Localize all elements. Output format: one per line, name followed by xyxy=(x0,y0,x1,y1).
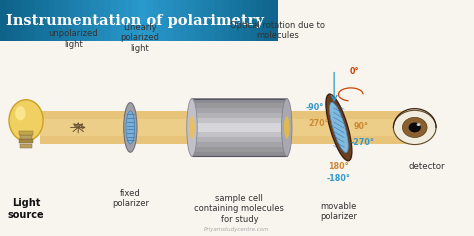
FancyBboxPatch shape xyxy=(180,0,188,41)
FancyBboxPatch shape xyxy=(7,0,15,41)
FancyBboxPatch shape xyxy=(69,0,77,41)
Ellipse shape xyxy=(126,111,135,144)
FancyBboxPatch shape xyxy=(76,0,84,41)
FancyBboxPatch shape xyxy=(42,0,49,41)
FancyBboxPatch shape xyxy=(97,0,105,41)
Bar xyxy=(192,122,287,127)
Ellipse shape xyxy=(9,100,43,141)
Text: fixed
polarizer: fixed polarizer xyxy=(112,189,149,208)
FancyBboxPatch shape xyxy=(222,0,230,41)
Bar xyxy=(40,111,410,144)
Ellipse shape xyxy=(187,99,197,156)
FancyBboxPatch shape xyxy=(166,0,174,41)
FancyBboxPatch shape xyxy=(201,0,209,41)
FancyBboxPatch shape xyxy=(264,0,271,41)
Ellipse shape xyxy=(282,99,292,156)
Ellipse shape xyxy=(124,103,137,152)
FancyBboxPatch shape xyxy=(236,0,244,41)
Bar xyxy=(192,108,287,113)
Ellipse shape xyxy=(15,106,26,120)
Bar xyxy=(192,137,287,142)
FancyBboxPatch shape xyxy=(243,0,250,41)
Ellipse shape xyxy=(329,102,348,152)
FancyBboxPatch shape xyxy=(159,0,167,41)
Text: movable
polarizer: movable polarizer xyxy=(320,202,357,221)
Text: 90°: 90° xyxy=(354,122,369,131)
FancyBboxPatch shape xyxy=(14,0,22,41)
FancyBboxPatch shape xyxy=(104,0,112,41)
Text: Optical rotation due to
molecules: Optical rotation due to molecules xyxy=(230,21,325,40)
FancyBboxPatch shape xyxy=(270,0,278,41)
FancyBboxPatch shape xyxy=(194,0,202,41)
Bar xyxy=(192,113,287,118)
Bar xyxy=(192,127,287,132)
FancyBboxPatch shape xyxy=(132,0,139,41)
FancyBboxPatch shape xyxy=(111,0,119,41)
FancyBboxPatch shape xyxy=(28,0,36,41)
FancyBboxPatch shape xyxy=(21,0,29,41)
Text: 0°: 0° xyxy=(350,67,359,76)
Bar xyxy=(192,99,287,156)
Text: detector: detector xyxy=(408,162,445,171)
Text: 180°: 180° xyxy=(328,162,349,171)
FancyBboxPatch shape xyxy=(208,0,216,41)
FancyBboxPatch shape xyxy=(0,0,8,41)
Text: Priyamstudycentre.com: Priyamstudycentre.com xyxy=(204,228,270,232)
Ellipse shape xyxy=(417,123,420,126)
FancyBboxPatch shape xyxy=(35,0,43,41)
FancyBboxPatch shape xyxy=(173,0,181,41)
Bar xyxy=(192,117,287,123)
FancyBboxPatch shape xyxy=(229,0,237,41)
Text: Instrumentation of polarimetry: Instrumentation of polarimetry xyxy=(6,14,264,28)
FancyBboxPatch shape xyxy=(215,0,223,41)
Text: -180°: -180° xyxy=(327,174,351,183)
FancyBboxPatch shape xyxy=(249,0,257,41)
Ellipse shape xyxy=(326,94,352,161)
FancyBboxPatch shape xyxy=(146,0,154,41)
Bar xyxy=(19,131,33,135)
FancyBboxPatch shape xyxy=(63,0,70,41)
Bar xyxy=(192,98,287,103)
Ellipse shape xyxy=(409,122,421,132)
Bar xyxy=(192,141,287,147)
Text: Light
source: Light source xyxy=(8,198,45,220)
Text: -90°: -90° xyxy=(306,103,324,112)
Text: unpolarized
light: unpolarized light xyxy=(49,29,98,49)
FancyBboxPatch shape xyxy=(83,0,91,41)
Bar xyxy=(192,132,287,137)
FancyBboxPatch shape xyxy=(48,0,56,41)
FancyBboxPatch shape xyxy=(138,0,146,41)
Bar xyxy=(19,139,33,143)
FancyBboxPatch shape xyxy=(125,0,133,41)
Bar xyxy=(20,135,32,139)
Ellipse shape xyxy=(393,110,436,144)
FancyBboxPatch shape xyxy=(187,0,195,41)
Bar xyxy=(192,151,287,156)
Text: sample cell
containing molecules
for study: sample cell containing molecules for stu… xyxy=(194,194,284,224)
Bar xyxy=(20,144,32,148)
Ellipse shape xyxy=(189,116,195,139)
Text: -270°: -270° xyxy=(351,138,374,147)
Bar xyxy=(192,146,287,152)
FancyBboxPatch shape xyxy=(118,0,126,41)
Bar xyxy=(40,119,410,136)
FancyBboxPatch shape xyxy=(55,0,64,41)
Bar xyxy=(192,103,287,108)
Ellipse shape xyxy=(284,116,290,139)
FancyBboxPatch shape xyxy=(256,0,264,41)
Text: 270°: 270° xyxy=(308,119,329,128)
Ellipse shape xyxy=(402,117,427,137)
FancyBboxPatch shape xyxy=(90,0,98,41)
FancyBboxPatch shape xyxy=(153,0,160,41)
Text: Linearly
polarized
light: Linearly polarized light xyxy=(120,23,159,53)
